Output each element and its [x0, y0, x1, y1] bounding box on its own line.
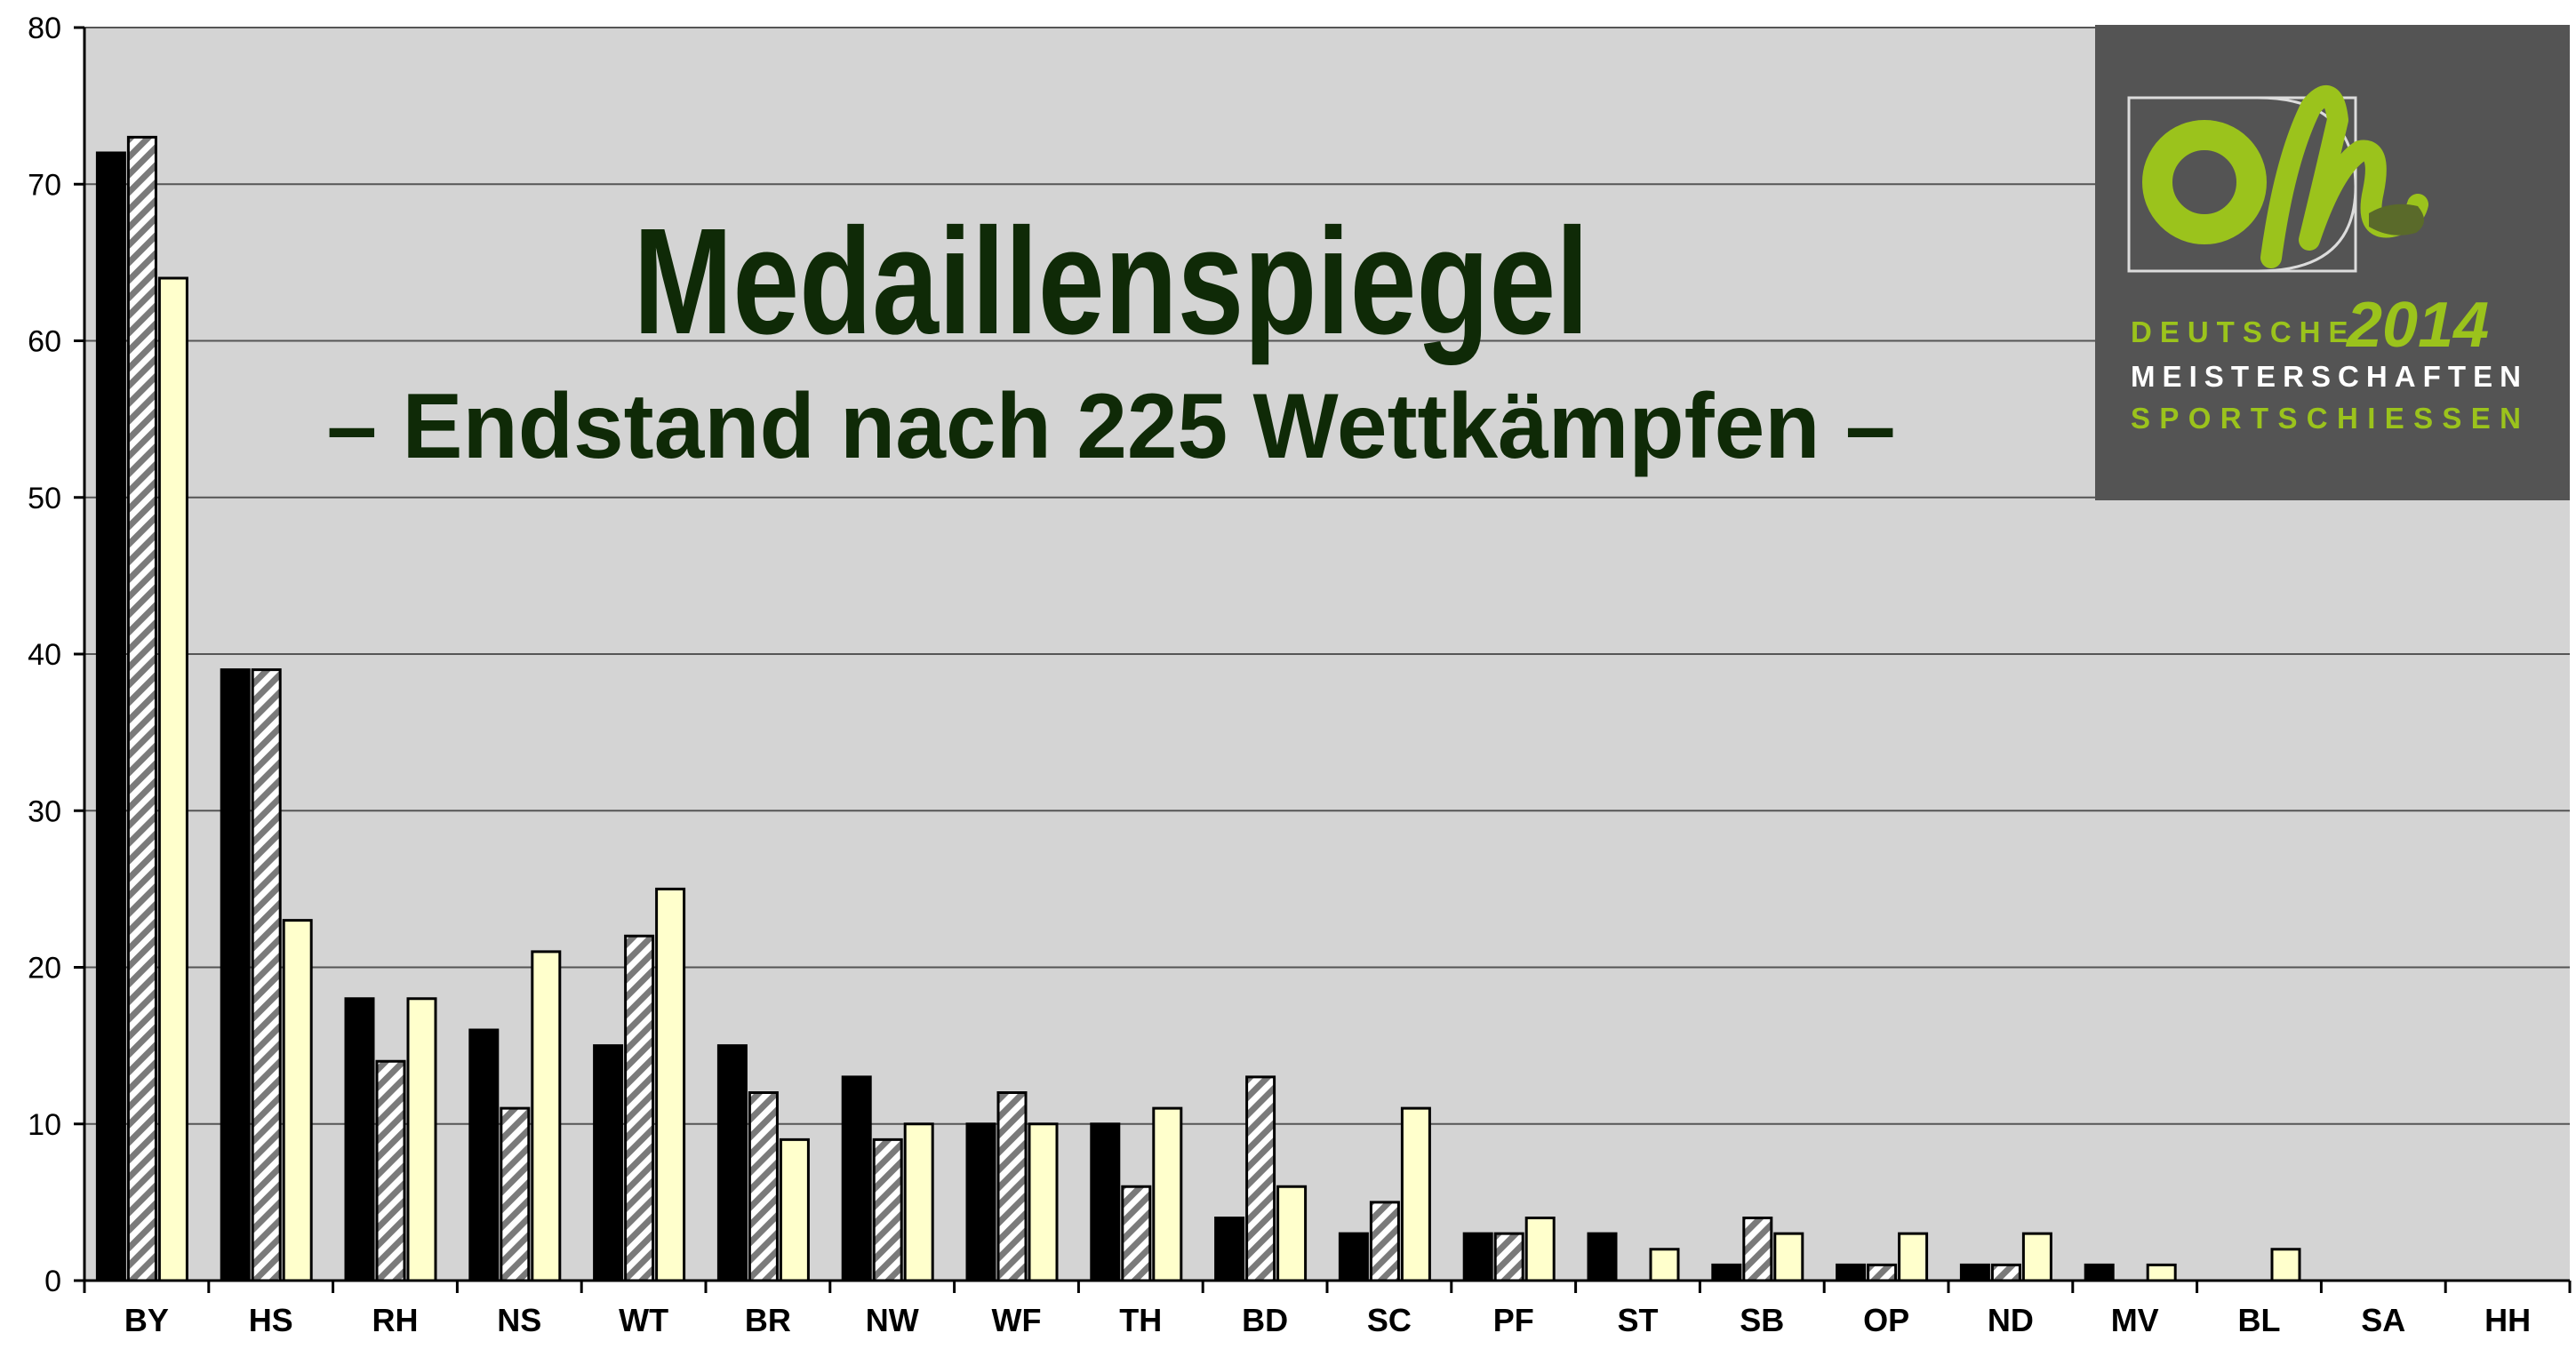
x-tick-label-st: ST: [1617, 1302, 1658, 1338]
bar-ns-series-1: [468, 1028, 500, 1282]
bar-op-series-2: [1867, 1263, 1898, 1282]
bar-sc-series-1: [1338, 1232, 1369, 1282]
y-tick-labels: 0 10 20 30 40 50 60 70 80: [28, 12, 61, 1298]
y-tick-label: 70: [28, 168, 61, 202]
x-tick-label-hs: HS: [249, 1302, 293, 1338]
logo-line-sportschiessen: SPORTSCHIESSEN: [2131, 402, 2529, 435]
bar-hs-series-3: [282, 919, 313, 1282]
bar-nw-series-1: [841, 1075, 872, 1282]
x-tick-label-mv: MV: [2111, 1302, 2159, 1338]
bar-op-series-1: [1836, 1263, 1867, 1282]
bar-hs-series-1: [220, 668, 251, 1282]
y-tick-label: 0: [44, 1265, 61, 1298]
bar-th-series-1: [1090, 1122, 1121, 1282]
bar-ns-series-2: [500, 1106, 531, 1282]
x-tick-label-br: BR: [745, 1302, 791, 1338]
chart-subtitle: – Endstand nach 225 Wettkämpfen –: [327, 375, 1896, 478]
x-tick-label-wt: WT: [619, 1302, 668, 1338]
bar-nw-series-2: [872, 1137, 903, 1282]
bar-br-series-2: [748, 1091, 779, 1282]
bar-bd-series-1: [1214, 1217, 1245, 1282]
x-tick-label-sa: SA: [2361, 1302, 2405, 1338]
bars: [95, 135, 2301, 1282]
x-tick-label-ns: NS: [497, 1302, 541, 1338]
bar-bl-series-3: [2270, 1248, 2301, 1282]
bar-th-series-3: [1152, 1106, 1183, 1282]
bar-wt-series-3: [655, 887, 686, 1282]
bar-st-series-1: [1587, 1232, 1618, 1282]
x-tick-labels: BY HS RH NS WT BR NW WF TH BD SC PF ST SB OP ND MV BL SA HH: [124, 1302, 2531, 1338]
bar-by-series-2: [126, 135, 157, 1282]
y-tick-label: 50: [28, 482, 61, 515]
bar-sb-series-1: [1711, 1263, 1742, 1282]
x-tick-label-op: OP: [1863, 1302, 1909, 1338]
bar-mv-series-1: [2084, 1263, 2115, 1282]
x-tick-label-sb: SB: [1740, 1302, 1784, 1338]
bar-pf-series-3: [1524, 1217, 1556, 1282]
bar-br-series-1: [716, 1044, 748, 1282]
y-tick-label: 10: [28, 1108, 61, 1142]
x-tick-label-rh: RH: [372, 1302, 419, 1338]
bar-sb-series-2: [1742, 1217, 1773, 1282]
x-tick-label-by: BY: [124, 1302, 169, 1338]
bar-wf-series-2: [996, 1091, 1028, 1282]
x-tick-label-hh: HH: [2484, 1302, 2531, 1338]
bar-sc-series-3: [1400, 1106, 1431, 1282]
logo-brush-tip: [2369, 204, 2425, 235]
x-tick-label-bd: BD: [1242, 1302, 1288, 1338]
bar-wf-series-1: [965, 1122, 996, 1282]
bar-th-series-2: [1121, 1185, 1152, 1282]
x-tick-label-pf: PF: [1493, 1302, 1534, 1338]
bar-rh-series-1: [344, 997, 375, 1282]
bar-sb-series-3: [1773, 1232, 1804, 1282]
bar-by-series-1: [95, 151, 126, 1282]
bar-mv-series-3: [2146, 1263, 2177, 1282]
logo-year: 2014: [2345, 290, 2489, 361]
bar-pf-series-1: [1462, 1232, 1493, 1282]
bar-rh-series-2: [375, 1059, 406, 1282]
y-tick-label: 60: [28, 325, 61, 359]
x-tick-label-th: TH: [1119, 1302, 1162, 1338]
bar-bd-series-2: [1245, 1075, 1276, 1282]
bar-rh-series-3: [406, 997, 437, 1282]
bar-nd-series-3: [2021, 1232, 2052, 1282]
bar-by-series-3: [157, 276, 188, 1282]
x-tick-label-nw: NW: [866, 1302, 919, 1338]
axes: [74, 26, 2572, 1293]
bar-wt-series-1: [593, 1044, 624, 1282]
y-tick-label: 30: [28, 794, 61, 828]
logo-line-meisterschaften: MEISTERSCHAFTEN: [2131, 360, 2529, 393]
bar-sc-series-2: [1369, 1201, 1400, 1282]
bar-nd-series-2: [1990, 1263, 2021, 1282]
bar-pf-series-2: [1493, 1232, 1524, 1282]
event-logo: DEUTSCHE 2014 MEISTERSCHAFTEN SPORTSCHIE…: [2095, 25, 2570, 500]
bar-bd-series-3: [1276, 1185, 1308, 1282]
bar-nw-series-3: [903, 1122, 934, 1282]
bar-st-series-3: [1649, 1248, 1680, 1282]
y-tick-label: 80: [28, 12, 61, 45]
x-tick-label-bl: BL: [2238, 1302, 2281, 1338]
bar-hs-series-2: [251, 668, 282, 1282]
chart-title: Medaillenspiegel: [634, 197, 1589, 366]
bar-wt-series-2: [624, 934, 655, 1282]
bar-nd-series-1: [1959, 1263, 1990, 1282]
y-tick-label: 20: [28, 952, 61, 986]
bar-ns-series-3: [531, 950, 562, 1282]
logo-ring: [2142, 120, 2267, 244]
logo-line-deutsche: DEUTSCHE: [2131, 315, 2356, 348]
y-tick-label: 40: [28, 638, 61, 672]
x-tick-label-nd: ND: [1988, 1302, 2034, 1338]
bar-op-series-3: [1898, 1232, 1929, 1282]
x-tick-label-sc: SC: [1367, 1302, 1412, 1338]
bar-wf-series-3: [1028, 1122, 1059, 1282]
bar-br-series-3: [779, 1137, 810, 1282]
x-tick-label-wf: WF: [992, 1302, 1042, 1338]
